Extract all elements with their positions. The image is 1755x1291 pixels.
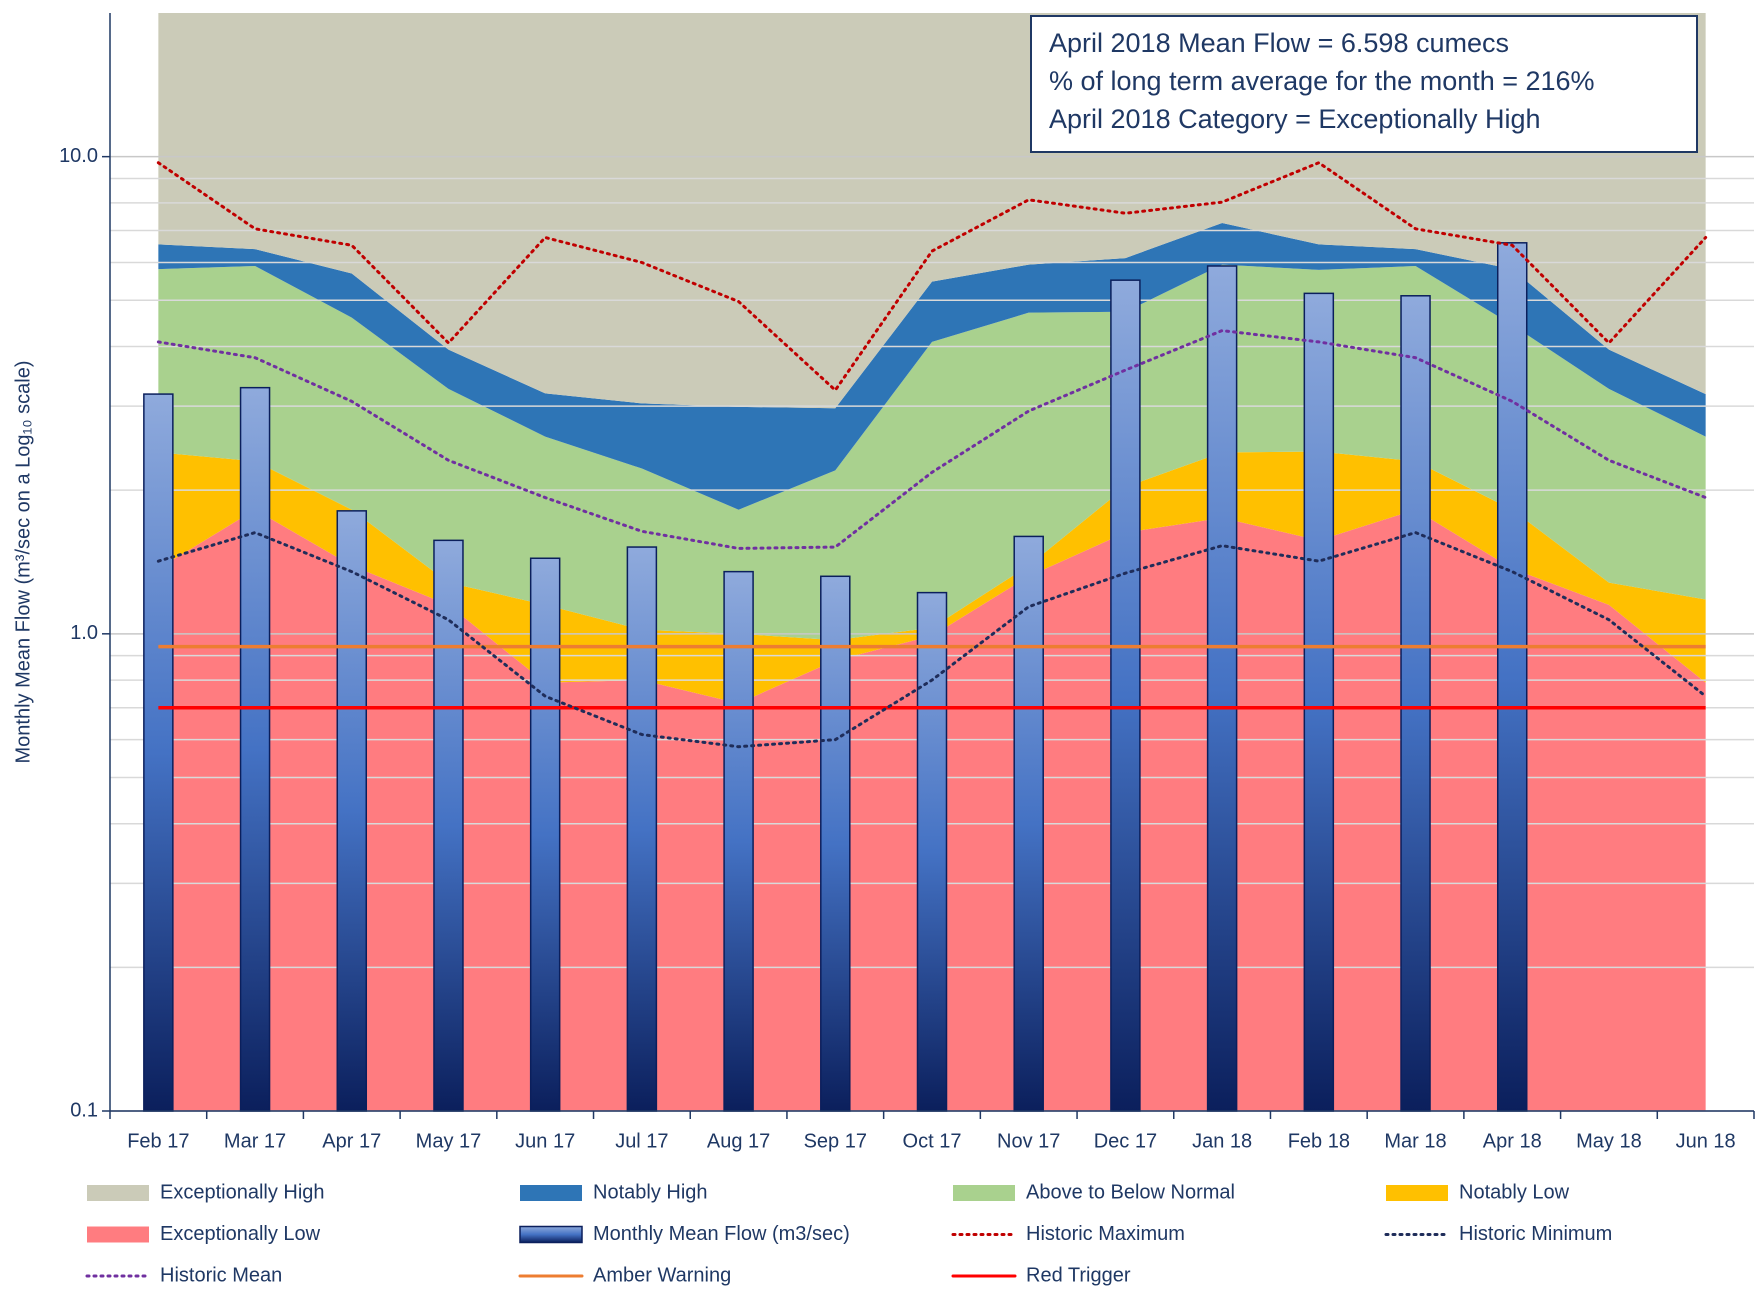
- x-tick-label: Aug 17: [707, 1130, 770, 1152]
- bar: [1206, 265, 1238, 1112]
- area: [158, 223, 1706, 510]
- legend-label: Notably Low: [1459, 1181, 1570, 1203]
- x-tick-label: May 18: [1576, 1130, 1642, 1152]
- line: [156, 530, 1708, 749]
- bar: [1303, 292, 1335, 1112]
- legend-swatch: [953, 1185, 1015, 1201]
- plot-area: 0.1 1.0 10.0 Feb 17 Mar 17 Apr 17 May 17 Jun 17…: [59, 13, 1755, 1152]
- x-tick-label: Sep 17: [804, 1130, 867, 1152]
- bar: [529, 557, 561, 1112]
- x-tick-label: Jun 18: [1676, 1130, 1736, 1152]
- bar: [1013, 535, 1044, 1112]
- annotation: % of long term average for the month = 2…: [1049, 66, 1595, 96]
- y-axis-label: Monthly Mean Flow (m³/sec on a Log₁₀ sca…: [12, 361, 34, 764]
- bar: [1110, 279, 1141, 1112]
- y-tick-label: 10.0: [59, 145, 98, 167]
- legend-label: Historic Minimum: [1459, 1223, 1612, 1245]
- x-tick-label: May 17: [416, 1130, 482, 1152]
- x-tick-label: Oct 17: [903, 1130, 962, 1152]
- legend-label: Notably High: [593, 1181, 708, 1203]
- bar: [143, 393, 174, 1112]
- bar: [1400, 295, 1431, 1112]
- annotation-box: [1030, 15, 1698, 153]
- x-tick-label: Jan 18: [1192, 1130, 1252, 1152]
- line: [156, 329, 1708, 550]
- legend-swatch: [520, 1185, 582, 1201]
- line: [156, 161, 1708, 393]
- bar: [820, 575, 851, 1112]
- annotation: April 2018 Category = Exceptionally High: [1049, 104, 1541, 134]
- bar: [239, 386, 271, 1112]
- x-tick-label: Mar 17: [224, 1130, 286, 1152]
- legend-label: Exceptionally High: [160, 1181, 325, 1203]
- bar: [1496, 242, 1528, 1112]
- x-tick-label: Feb 18: [1288, 1130, 1350, 1152]
- legend-label: Exceptionally Low: [160, 1223, 321, 1245]
- bar: [916, 591, 948, 1112]
- bar: [723, 570, 754, 1112]
- x-tick-label: Apr 18: [1483, 1130, 1542, 1152]
- annotation: April 2018 Mean Flow = 6.598 cumecs: [1049, 28, 1509, 58]
- legend-label: Amber Warning: [593, 1264, 731, 1286]
- y-tick-label: 0.1: [70, 1099, 98, 1121]
- legend-swatch: [87, 1226, 149, 1243]
- legend-swatch: [1386, 1185, 1448, 1201]
- x-tick-label: Mar 18: [1384, 1130, 1446, 1152]
- legend-label: Red Trigger: [1026, 1264, 1131, 1286]
- legend-label: Historic Mean: [160, 1264, 282, 1286]
- legend-swatch: [87, 1185, 149, 1201]
- y-tick-label: 1.0: [70, 622, 98, 644]
- x-tick-label: Jul 17: [615, 1130, 668, 1152]
- bar: [433, 539, 464, 1112]
- x-tick-label: Nov 17: [997, 1130, 1060, 1152]
- legend-label: Monthly Mean Flow (m3/sec): [593, 1223, 850, 1245]
- x-tick-label: Apr 17: [322, 1130, 381, 1152]
- bar: [626, 546, 658, 1112]
- x-tick-label: Feb 17: [127, 1130, 189, 1152]
- x-tick-label: Jun 17: [515, 1130, 575, 1152]
- legend-label: Above to Below Normal: [1026, 1181, 1235, 1203]
- x-tick-label: Dec 17: [1094, 1130, 1157, 1152]
- legend-label: Historic Maximum: [1026, 1223, 1185, 1245]
- bar: [336, 510, 368, 1112]
- legend-swatch: [519, 1225, 583, 1244]
